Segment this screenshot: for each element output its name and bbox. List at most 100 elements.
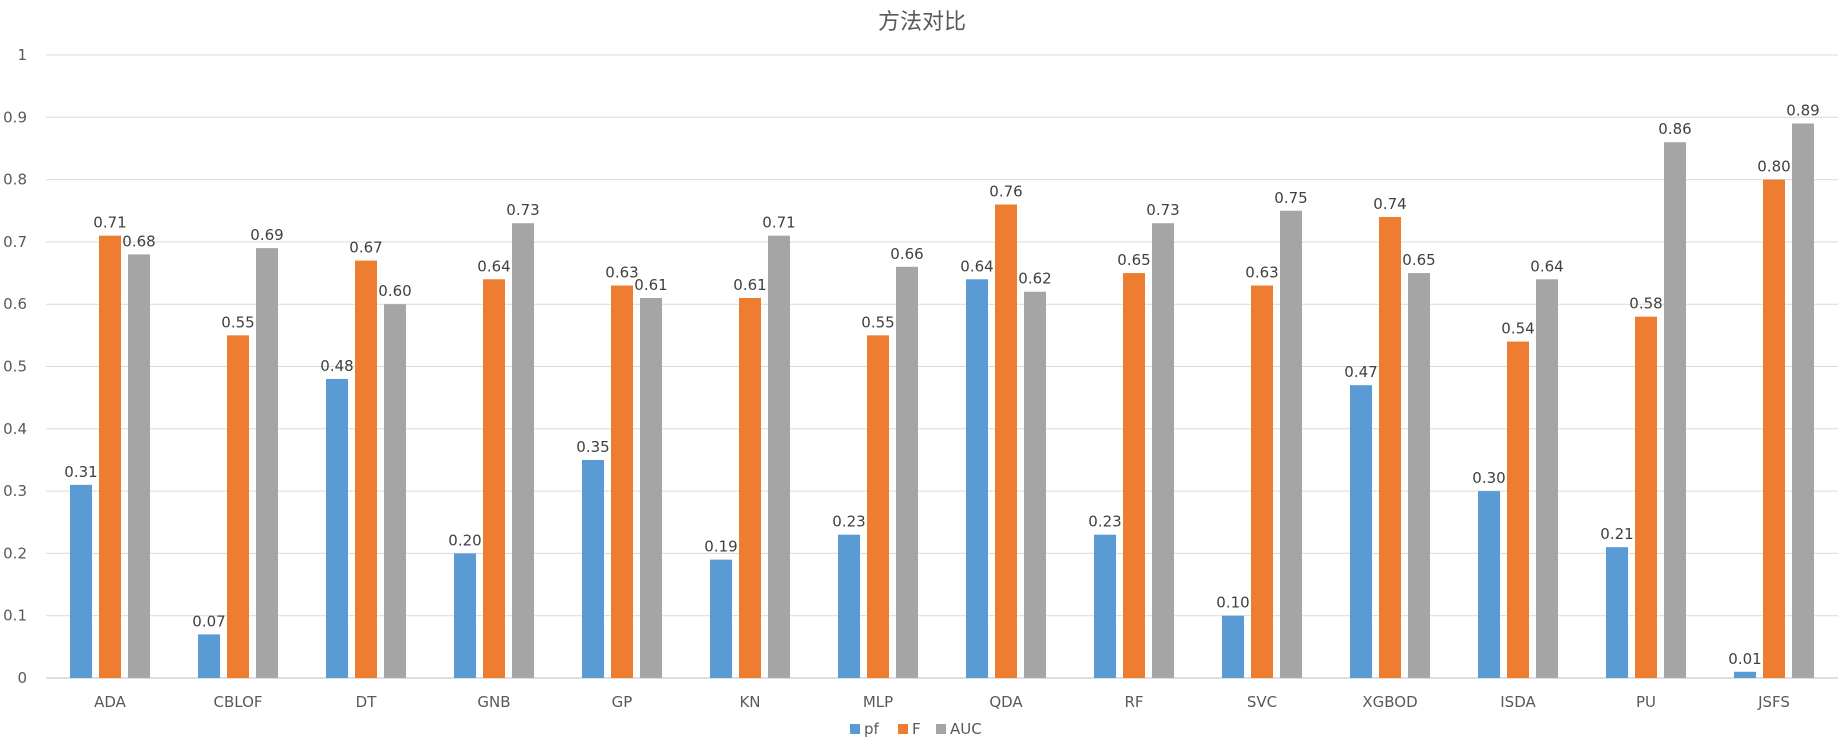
bar-pf-gnb bbox=[454, 553, 476, 678]
bar-pf-jsfs bbox=[1734, 671, 1756, 678]
x-tick-label: GNB bbox=[477, 693, 510, 711]
data-label: 0.86 bbox=[1658, 120, 1691, 138]
data-label: 0.48 bbox=[320, 357, 353, 375]
y-axis: 0 0.1 0.2 0.3 0.4 0.5 0.6 0.7 0.8 0.9 1 bbox=[3, 46, 27, 687]
legend-label: AUC bbox=[950, 720, 982, 738]
x-axis: ADA CBLOF DT GNB GP KN MLP QDA RF SVC XGBOD ISDA PU J… bbox=[94, 693, 1790, 711]
data-label: 0.65 bbox=[1402, 251, 1435, 269]
data-label: 0.07 bbox=[192, 612, 225, 630]
bar-auc-qda bbox=[1024, 291, 1046, 678]
bar-auc-pu bbox=[1664, 142, 1686, 679]
bar-f-pu bbox=[1635, 316, 1657, 678]
bar-f-mlp bbox=[867, 335, 889, 678]
bar-auc-mlp bbox=[896, 266, 918, 678]
bar-pf-ada bbox=[70, 484, 92, 678]
bar-auc-dt bbox=[384, 304, 406, 678]
x-tick-label: KN bbox=[739, 693, 760, 711]
y-tick-label: 0.8 bbox=[3, 171, 27, 189]
bar-auc-xgbod bbox=[1408, 273, 1430, 678]
data-label: 0.55 bbox=[221, 313, 254, 331]
data-label: 0.68 bbox=[122, 232, 155, 250]
x-tick-label: PU bbox=[1636, 693, 1656, 711]
x-tick-label: CBLOF bbox=[213, 693, 262, 711]
bar-auc-isda bbox=[1536, 279, 1558, 678]
bar-f-svc bbox=[1251, 285, 1273, 678]
data-label: 0.21 bbox=[1600, 525, 1633, 543]
data-label: 0.35 bbox=[576, 438, 609, 456]
bar-pf-pu bbox=[1606, 547, 1628, 678]
bar-f-ada bbox=[99, 235, 121, 679]
bar-f-rf bbox=[1123, 273, 1145, 678]
y-tick-label: 0.6 bbox=[3, 295, 27, 313]
x-tick-label: XGBOD bbox=[1362, 693, 1417, 711]
bar-pf-kn bbox=[710, 559, 732, 678]
x-tick-label: ISDA bbox=[1500, 693, 1536, 711]
data-label: 0.65 bbox=[1117, 251, 1150, 269]
x-tick-label: ADA bbox=[94, 693, 127, 711]
y-tick-label: 0.9 bbox=[3, 108, 27, 126]
bar-f-gnb bbox=[483, 279, 505, 678]
x-tick-label: SVC bbox=[1247, 693, 1277, 711]
data-labels: 0.310.710.680.070.550.690.480.670.600.20… bbox=[64, 102, 1819, 668]
gridlines bbox=[46, 54, 1838, 679]
data-label: 0.71 bbox=[93, 214, 126, 232]
y-tick-label: 0.1 bbox=[3, 607, 27, 625]
data-label: 0.23 bbox=[1088, 513, 1121, 531]
data-label: 0.55 bbox=[861, 313, 894, 331]
data-label: 0.69 bbox=[250, 226, 283, 244]
bar-f-qda bbox=[995, 204, 1017, 678]
bar-f-cblof bbox=[227, 335, 249, 678]
bar-pf-xgbod bbox=[1350, 385, 1372, 678]
data-label: 0.75 bbox=[1274, 189, 1307, 207]
bar-auc-rf bbox=[1152, 223, 1174, 678]
x-tick-label: JSFS bbox=[1757, 693, 1790, 711]
bar-pf-gp bbox=[582, 459, 604, 678]
data-label: 0.54 bbox=[1501, 320, 1534, 338]
data-label: 0.73 bbox=[506, 201, 539, 219]
bar-pf-rf bbox=[1094, 534, 1116, 678]
bar-f-xgbod bbox=[1379, 216, 1401, 679]
y-tick-label: 0.2 bbox=[3, 544, 27, 562]
bar-auc-svc bbox=[1280, 210, 1302, 678]
data-label: 0.62 bbox=[1018, 270, 1051, 288]
data-label: 0.64 bbox=[1530, 257, 1563, 275]
data-label: 0.89 bbox=[1786, 102, 1819, 120]
legend-label: pf bbox=[864, 720, 880, 738]
y-tick-label: 1 bbox=[17, 46, 27, 64]
data-label: 0.71 bbox=[762, 214, 795, 232]
data-label: 0.31 bbox=[64, 463, 97, 481]
data-label: 0.01 bbox=[1728, 650, 1761, 668]
data-label: 0.66 bbox=[890, 245, 923, 263]
bar-f-jsfs bbox=[1763, 179, 1785, 678]
x-tick-label: QDA bbox=[989, 693, 1023, 711]
data-label: 0.20 bbox=[448, 531, 481, 549]
data-label: 0.58 bbox=[1629, 295, 1662, 313]
y-tick-label: 0.3 bbox=[3, 482, 27, 500]
legend-label: F bbox=[912, 720, 921, 738]
bar-auc-cblof bbox=[256, 248, 278, 678]
data-label: 0.30 bbox=[1472, 469, 1505, 487]
legend-swatch bbox=[936, 724, 946, 734]
bar-pf-mlp bbox=[838, 534, 860, 678]
bar-pf-qda bbox=[966, 279, 988, 678]
chart-title: 方法对比 bbox=[878, 10, 966, 35]
data-label: 0.73 bbox=[1146, 201, 1179, 219]
bar-f-gp bbox=[611, 285, 633, 678]
data-label: 0.61 bbox=[634, 276, 667, 294]
legend: pf F AUC bbox=[850, 720, 982, 738]
bar-pf-cblof bbox=[198, 634, 220, 678]
data-label: 0.74 bbox=[1373, 195, 1406, 213]
bar-f-kn bbox=[739, 297, 761, 678]
x-tick-label: RF bbox=[1124, 693, 1143, 711]
bar-auc-gnb bbox=[512, 223, 534, 678]
bars bbox=[70, 123, 1814, 679]
x-tick-label: GP bbox=[612, 693, 633, 711]
data-label: 0.61 bbox=[733, 276, 766, 294]
data-label: 0.64 bbox=[477, 257, 510, 275]
data-label: 0.67 bbox=[349, 239, 382, 257]
bar-auc-ada bbox=[128, 254, 150, 679]
x-tick-label: MLP bbox=[863, 693, 893, 711]
legend-swatch bbox=[898, 724, 908, 734]
y-tick-label: 0.7 bbox=[3, 233, 27, 251]
